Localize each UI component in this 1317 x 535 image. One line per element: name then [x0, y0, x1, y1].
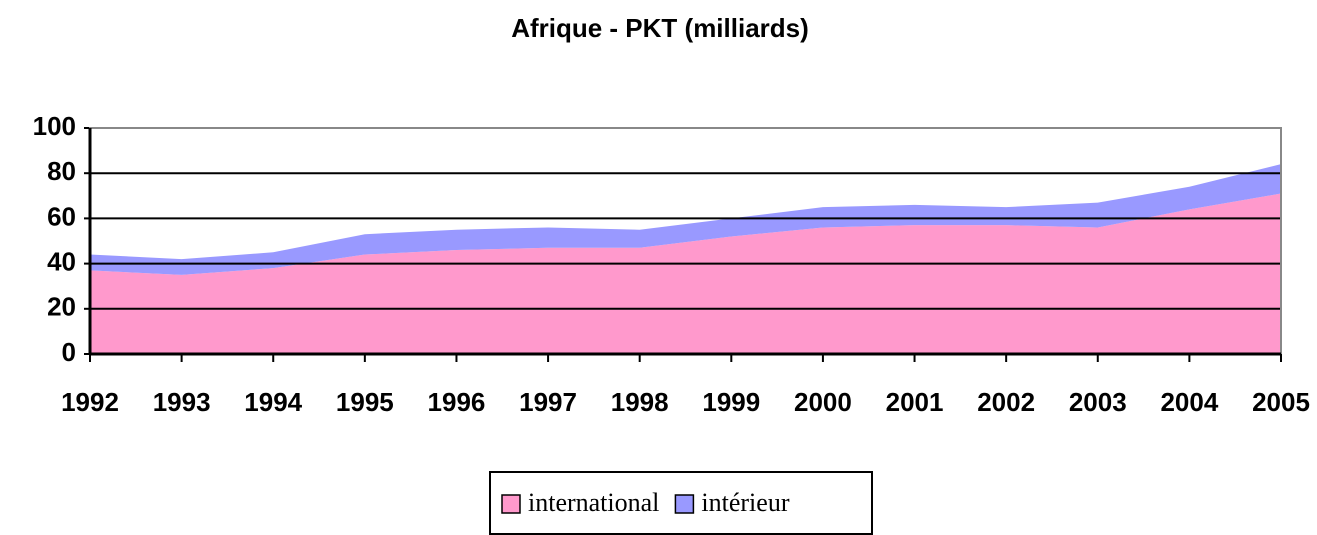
x-tick-label: 2002	[977, 387, 1035, 417]
y-tick-label: 60	[47, 201, 76, 231]
x-tick-label: 2001	[886, 387, 944, 417]
x-tick-label: 1995	[336, 387, 394, 417]
x-tick-label: 1998	[611, 387, 669, 417]
y-tick-label: 20	[47, 292, 76, 322]
x-tick-label: 1997	[519, 387, 577, 417]
chart-title: Afrique - PKT (milliards)	[511, 13, 809, 43]
y-tick-label: 40	[47, 246, 76, 276]
y-tick-label: 100	[33, 111, 76, 141]
x-tick-label: 1996	[428, 387, 486, 417]
x-tick-label: 2003	[1069, 387, 1127, 417]
legend-swatch	[674, 494, 695, 514]
x-tick-label: 2005	[1252, 387, 1310, 417]
x-tick-label: 2004	[1160, 387, 1218, 417]
legend-swatch	[501, 494, 521, 514]
legend-label: international	[528, 488, 659, 517]
x-tick-label: 1992	[61, 387, 119, 417]
area	[90, 193, 1281, 354]
x-tick-label: 1999	[702, 387, 760, 417]
x-tick-label: 1994	[244, 387, 302, 417]
x-tick-label: 1993	[153, 387, 211, 417]
y-tick-label: 0	[62, 337, 76, 367]
x-tick-label: 2000	[794, 387, 852, 417]
area	[90, 164, 1281, 275]
y-tick-label: 80	[47, 156, 76, 186]
legend-label: intérieur	[701, 488, 789, 517]
